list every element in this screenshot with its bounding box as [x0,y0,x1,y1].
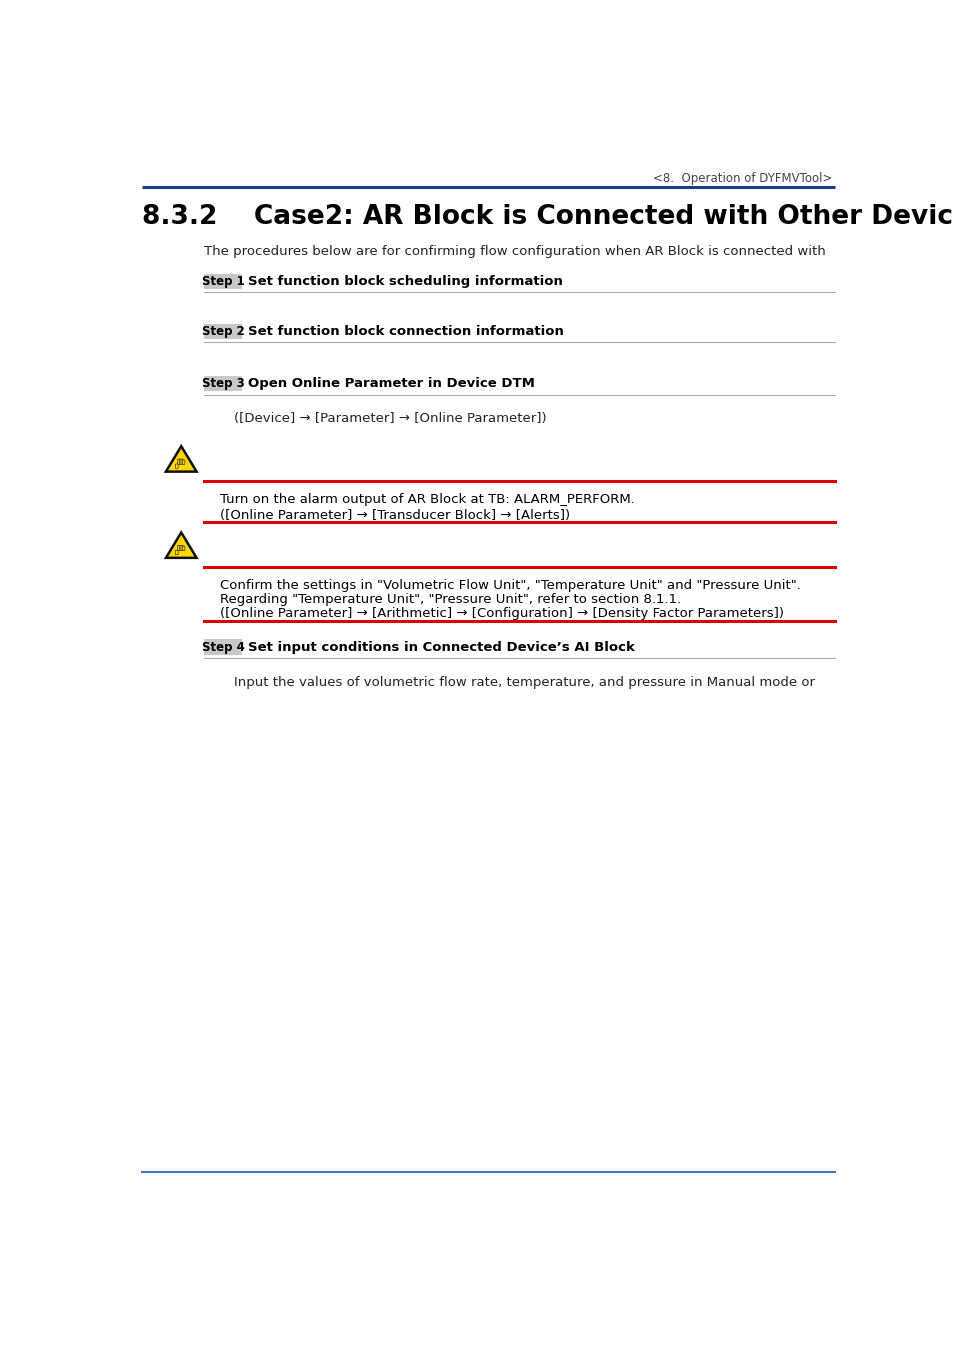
FancyBboxPatch shape [181,545,183,551]
FancyBboxPatch shape [182,460,185,464]
Text: ([Device] → [Parameter] → [Online Parameter]): ([Device] → [Parameter] → [Online Parame… [233,412,546,425]
FancyBboxPatch shape [179,459,181,464]
Polygon shape [166,532,196,558]
Polygon shape [166,447,196,471]
FancyBboxPatch shape [204,377,241,392]
Text: Step 4: Step 4 [201,641,244,653]
FancyBboxPatch shape [175,551,178,555]
Text: Set function block connection information: Set function block connection informatio… [248,325,563,338]
Text: 8.3.2    Case2: AR Block is Connected with Other Devices: 8.3.2 Case2: AR Block is Connected with … [142,204,953,231]
Text: Open Online Parameter in Device DTM: Open Online Parameter in Device DTM [248,377,535,390]
FancyBboxPatch shape [175,464,178,468]
FancyBboxPatch shape [204,324,241,339]
Text: Regarding "Temperature Unit", "Pressure Unit", refer to section 8.1.1.: Regarding "Temperature Unit", "Pressure … [220,593,680,606]
FancyBboxPatch shape [177,545,179,551]
FancyBboxPatch shape [182,547,185,551]
Text: Set function block scheduling information: Set function block scheduling informatio… [248,275,562,288]
FancyBboxPatch shape [179,545,181,551]
Text: Set input conditions in Connected Device’s AI Block: Set input conditions in Connected Device… [248,641,634,653]
Text: The procedures below are for confirming flow configuration when AR Block is conn: The procedures below are for confirming … [204,246,825,258]
Text: <8.  Operation of DYFMVTool>: <8. Operation of DYFMVTool> [652,173,831,185]
Text: ([Online Parameter] → [Transducer Block] → [Alerts]): ([Online Parameter] → [Transducer Block]… [220,509,570,521]
Text: Input the values of volumetric flow rate, temperature, and pressure in Manual mo: Input the values of volumetric flow rate… [233,676,814,690]
FancyBboxPatch shape [177,459,179,464]
Text: Step 3: Step 3 [201,377,244,390]
Text: ([Online Parameter] → [Arithmetic] → [Configuration] → [Density Factor Parameter: ([Online Parameter] → [Arithmetic] → [Co… [220,608,783,620]
Text: Turn on the alarm output of AR Block at TB: ALARM_PERFORM.: Turn on the alarm output of AR Block at … [220,493,634,506]
FancyBboxPatch shape [181,459,183,464]
Text: Step 2: Step 2 [201,325,244,338]
Text: Step 1: Step 1 [201,275,244,288]
FancyBboxPatch shape [204,640,241,655]
FancyBboxPatch shape [177,549,185,555]
FancyBboxPatch shape [177,463,185,468]
Text: Confirm the settings in "Volumetric Flow Unit", "Temperature Unit" and "Pressure: Confirm the settings in "Volumetric Flow… [220,579,800,593]
FancyBboxPatch shape [204,274,241,289]
